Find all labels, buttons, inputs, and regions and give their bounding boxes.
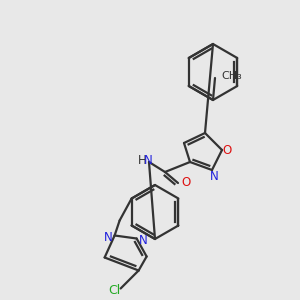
Text: CH₃: CH₃ <box>221 71 242 81</box>
Text: H: H <box>138 154 146 166</box>
Text: O: O <box>222 143 232 157</box>
Text: Cl: Cl <box>109 284 121 297</box>
Text: N: N <box>144 154 152 166</box>
Text: O: O <box>182 176 190 188</box>
Text: N: N <box>139 234 148 247</box>
Text: N: N <box>210 170 218 184</box>
Text: N: N <box>104 231 113 244</box>
